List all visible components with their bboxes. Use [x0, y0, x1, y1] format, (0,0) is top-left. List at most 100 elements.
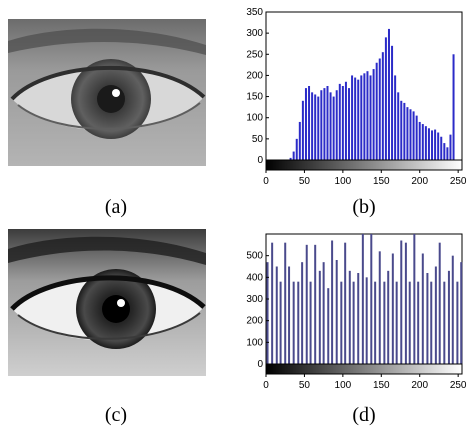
histogram-bar [409, 109, 412, 160]
histogram-bar [421, 253, 424, 364]
histogram-bar [366, 71, 369, 160]
eye-image-original [8, 19, 206, 166]
histogram-bar [427, 128, 430, 160]
histogram-bar [434, 129, 437, 160]
histogram-equalized: 0 100 200 300 400 500 0 50 100 150 200 250 [232, 230, 468, 400]
histogram-bar [391, 253, 394, 364]
histogram-bar [301, 100, 304, 160]
histogram-bar [384, 37, 387, 160]
histogram-bar [297, 281, 300, 364]
histogram-bar [434, 266, 437, 364]
histogram-bar [372, 69, 375, 160]
caption-a: (a) [104, 196, 128, 218]
x-tick-label: 200 [411, 380, 428, 391]
histogram-bar [295, 138, 298, 160]
histogram-bar [365, 277, 368, 364]
histogram-bar [308, 86, 311, 160]
histogram-bar [320, 90, 323, 160]
histogram-bar [369, 75, 372, 160]
histogram-bar [381, 52, 384, 160]
histogram-bar [395, 281, 398, 364]
histogram-bar [447, 270, 450, 364]
histogram-bar [326, 86, 329, 160]
histogram-bar [421, 124, 424, 160]
histogram-bar [329, 92, 332, 160]
histogram-bar [292, 151, 295, 160]
histogram-bar [443, 143, 446, 160]
histogram-bar [449, 134, 452, 160]
histogram-bar [318, 270, 321, 364]
histogram-bar [292, 281, 295, 364]
grayscale-colorbar [265, 159, 463, 171]
histogram-bar [309, 281, 312, 364]
histogram-original: 0 50 100 150 200 250 300 350 0 50 100 150 200 250 [232, 7, 468, 192]
eye-image-equalized [8, 229, 206, 376]
histogram-bar [430, 281, 433, 364]
histogram-bar [438, 242, 441, 364]
x-tick-label: 100 [335, 176, 352, 187]
histogram-bar [437, 132, 440, 160]
caption-c: (c) [104, 404, 128, 426]
histogram-bar [387, 270, 390, 364]
histogram-bar [413, 234, 416, 364]
histogram-bar [406, 107, 409, 160]
histogram-bar [424, 126, 427, 160]
y-tick-label: 500 [246, 251, 263, 262]
histogram-bar [327, 288, 330, 364]
y-tick-label: 400 [246, 272, 263, 283]
histogram-bar [338, 83, 341, 160]
histogram-bar [322, 262, 325, 364]
histogram-bar [298, 121, 301, 160]
histogram-bar [452, 54, 455, 160]
histogram-bar [335, 90, 338, 160]
x-tick-label: 150 [373, 380, 390, 391]
histogram-bar [426, 273, 429, 364]
histogram-bar [394, 75, 397, 160]
histogram-bar [314, 94, 317, 160]
histogram-bar [391, 45, 394, 161]
histogram-bar [446, 147, 449, 160]
y-tick-label: 300 [246, 28, 263, 39]
histogram-bar [266, 262, 269, 364]
histogram-bar [431, 130, 434, 160]
caption-b: (b) [352, 196, 376, 218]
histogram-bar [387, 28, 390, 160]
histogram-bar [348, 88, 351, 160]
histogram-bar [404, 242, 407, 364]
x-tick-label: 250 [450, 176, 467, 187]
histogram-bar [397, 92, 400, 160]
histogram-bar [332, 96, 335, 160]
histogram-bar [311, 92, 314, 160]
histogram-bar [344, 242, 347, 364]
histogram-bar [418, 121, 421, 160]
y-tick-label: 200 [246, 316, 263, 327]
histogram-bar [378, 58, 381, 161]
histogram-bar [284, 242, 287, 364]
histogram-bar [361, 234, 364, 364]
grayscale-colorbar [265, 363, 463, 375]
histogram-bar [331, 240, 334, 364]
histogram-bar [357, 273, 360, 364]
histogram-bar [412, 111, 415, 160]
y-tick-label: 350 [246, 7, 263, 18]
x-tick-label: 250 [450, 380, 467, 391]
y-tick-label: 250 [246, 49, 263, 60]
histogram-bar [400, 240, 403, 364]
histogram-bar [317, 96, 320, 160]
x-tick-label: 50 [299, 380, 311, 391]
histogram-bar [341, 86, 344, 160]
y-tick-label: 100 [246, 337, 263, 348]
histogram-bar [340, 281, 343, 364]
histogram-bar [451, 255, 454, 364]
histogram-bar [403, 102, 406, 160]
histogram-bar [289, 157, 292, 160]
histogram-bar [351, 75, 354, 160]
histogram-bar [279, 281, 282, 364]
y-tick-label: 150 [246, 92, 263, 103]
histogram-bar [304, 88, 307, 160]
x-tick-label: 100 [335, 380, 352, 391]
x-tick-label: 0 [263, 176, 269, 187]
y-tick-label: 0 [257, 359, 263, 370]
histogram-bar [271, 242, 274, 364]
histogram-bar [378, 251, 381, 364]
